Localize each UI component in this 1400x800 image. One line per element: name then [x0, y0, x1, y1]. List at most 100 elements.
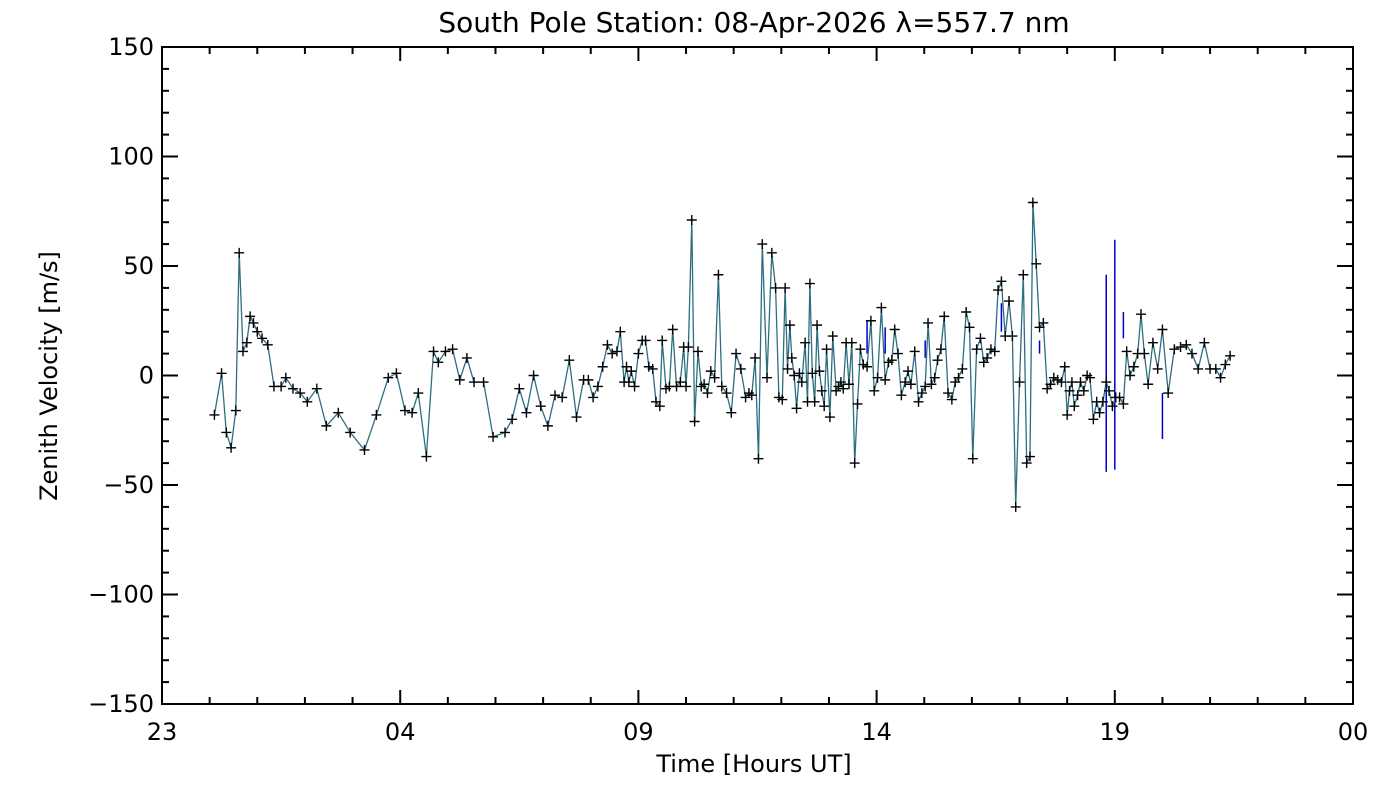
- data-point: [762, 372, 773, 383]
- x-tick-label: 04: [385, 718, 416, 746]
- data-line-layer: [213, 202, 1231, 507]
- data-point: [1088, 414, 1099, 425]
- data-point: [900, 377, 911, 388]
- plot-frame: [161, 46, 1354, 705]
- x-axis-label: Time [Hours UT]: [655, 750, 851, 778]
- data-point: [288, 383, 299, 394]
- data-point: [647, 363, 658, 374]
- data-point: [814, 366, 825, 377]
- data-point: [791, 403, 802, 414]
- data-point: [889, 324, 900, 335]
- data-point: [454, 374, 465, 385]
- data-point: [262, 339, 273, 350]
- data-point: [1118, 398, 1129, 409]
- data-point: [500, 427, 511, 438]
- data-point: [1038, 317, 1049, 328]
- x-tick-label: 09: [623, 718, 654, 746]
- data-point: [869, 385, 880, 396]
- data-point: [1225, 350, 1236, 361]
- data-point: [428, 346, 439, 357]
- data-point: [521, 407, 532, 418]
- data-point: [809, 396, 820, 407]
- data-point: [862, 361, 873, 372]
- data-point: [880, 374, 891, 385]
- data-point: [1121, 346, 1132, 357]
- data-point: [209, 409, 220, 420]
- data-point: [321, 420, 332, 431]
- data-point: [1018, 269, 1029, 280]
- data-point: [893, 348, 904, 359]
- data-point: [1010, 501, 1021, 512]
- data-point: [1021, 458, 1032, 469]
- data-point: [1064, 385, 1075, 396]
- data-point: [216, 368, 227, 379]
- data-point: [929, 372, 940, 383]
- data-point: [716, 381, 727, 392]
- data-point: [957, 363, 968, 374]
- data-point: [391, 368, 402, 379]
- data-point: [784, 320, 795, 331]
- data-point: [447, 344, 458, 355]
- data-point: [592, 381, 603, 392]
- data-point: [615, 326, 626, 337]
- data-point: [667, 324, 678, 335]
- data-point: [1210, 363, 1221, 374]
- data-point: [964, 322, 975, 333]
- y-tick-label: −150: [88, 690, 154, 718]
- data-point: [276, 381, 287, 392]
- data-point: [838, 383, 849, 394]
- data-point: [654, 401, 665, 412]
- data-point: [383, 372, 394, 383]
- data-point: [257, 333, 268, 344]
- axis-ticks: 23 04 09 14 19 00 −150 −100 −50 0 50 100 150: [88, 33, 1368, 746]
- data-point: [982, 352, 993, 363]
- data-point: [295, 388, 306, 399]
- data-point: [953, 372, 964, 383]
- data-point: [946, 394, 957, 405]
- data-point: [753, 453, 764, 464]
- data-point: [686, 215, 697, 226]
- data-point: [564, 355, 575, 366]
- data-point: [849, 458, 860, 469]
- data-point: [550, 390, 561, 401]
- data-point: [683, 342, 694, 353]
- data-point: [1186, 348, 1197, 359]
- data-point: [302, 396, 313, 407]
- data-point: [1152, 363, 1163, 374]
- data-point: [735, 363, 746, 374]
- data-point: [241, 337, 252, 348]
- data-point: [248, 317, 259, 328]
- data-point: [311, 383, 322, 394]
- data-point: [371, 409, 382, 420]
- data-point: [1101, 377, 1112, 388]
- data-point: [804, 278, 815, 289]
- data-point: [726, 407, 737, 418]
- data-point: [1072, 390, 1083, 401]
- data-point: [843, 379, 854, 390]
- y-tick-label: −100: [88, 581, 154, 609]
- data-point: [514, 383, 525, 394]
- data-point: [1004, 296, 1015, 307]
- data-point: [923, 317, 934, 328]
- data-point: [905, 379, 916, 390]
- data-point: [855, 344, 866, 355]
- data-point: [1220, 359, 1231, 370]
- data-point: [689, 416, 700, 427]
- data-point: [939, 311, 950, 322]
- error-bars: [866, 239, 1164, 472]
- data-point: [345, 427, 356, 438]
- data-point: [657, 335, 668, 346]
- data-point: [1215, 372, 1226, 383]
- data-point: [675, 377, 686, 388]
- x-tick-label: 23: [147, 718, 178, 746]
- data-point: [433, 357, 444, 368]
- data-point: [1139, 348, 1150, 359]
- data-point: [602, 339, 613, 350]
- data-point: [640, 335, 651, 346]
- data-point: [1114, 392, 1125, 403]
- data-point: [1199, 337, 1210, 348]
- data-point: [800, 337, 811, 348]
- data-point: [421, 451, 432, 462]
- data-point: [1069, 401, 1080, 412]
- data-point: [399, 405, 410, 416]
